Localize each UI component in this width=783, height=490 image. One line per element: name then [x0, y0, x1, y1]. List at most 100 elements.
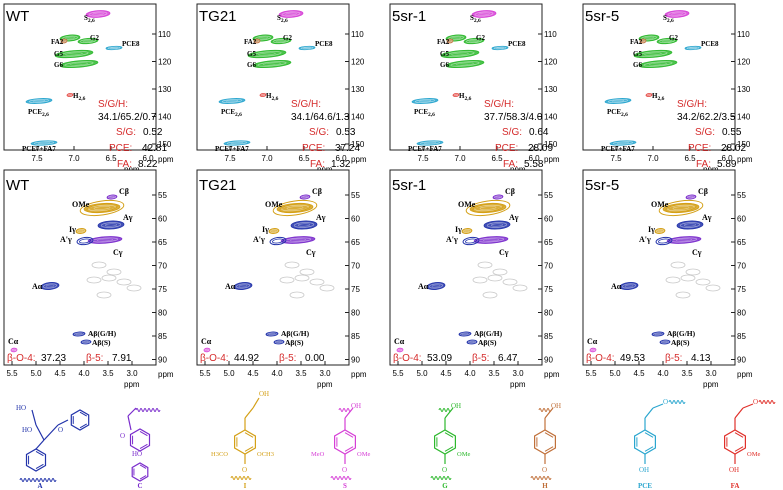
grey-peak	[472, 276, 488, 284]
pce-label: PCE:	[302, 143, 325, 154]
grey-peak	[101, 274, 117, 282]
apg-peak-inner	[272, 238, 284, 244]
grey-peak	[670, 261, 686, 269]
s26-subscript: 2,6	[667, 18, 674, 24]
ca-peak	[203, 347, 211, 353]
y-tick-label: 120	[351, 58, 365, 67]
pce7fa7-peak	[609, 140, 637, 146]
ring-c-top	[129, 428, 151, 452]
g5-peak	[247, 49, 287, 59]
g2-label: G2	[476, 34, 485, 42]
fa2-peak	[253, 38, 261, 44]
h26-peak-contour	[260, 93, 266, 97]
x-tick-label: 6.5	[491, 154, 503, 163]
ome-label: OMe	[72, 200, 90, 209]
sg-label: S/G:	[695, 127, 715, 138]
abs-label: Aβ(S)	[285, 338, 304, 347]
aa-peak-contour-inner	[238, 284, 248, 288]
x-tick-label: 3.5	[488, 369, 500, 378]
pce8-peak-contour	[686, 46, 700, 50]
apg-peak	[655, 236, 673, 246]
g5-peak-contour	[445, 51, 475, 57]
g6-peak	[638, 60, 678, 68]
sgh-value: 34.2/62.2/3.5	[677, 112, 736, 123]
bo4-value: 49.53	[620, 353, 645, 364]
fa2-peak-contour-inner	[255, 40, 259, 42]
ring-double-bond	[444, 432, 454, 438]
g6-peak-contour	[643, 61, 673, 67]
y-tick-label: 75	[737, 285, 746, 294]
apg-peak	[269, 236, 287, 246]
h26-label: H2,6	[459, 92, 472, 102]
ring-double-bond	[544, 446, 554, 452]
structure-caption: FA	[731, 482, 740, 490]
aa-peak-contour	[42, 283, 58, 289]
pce26-peak-contour	[607, 99, 629, 103]
pce7fa7-peak-contour-inner	[230, 142, 244, 144]
panel-title: 5sr-5	[585, 8, 619, 25]
fa-value: 1.32	[331, 159, 351, 170]
h26-peak-contour-inner	[261, 94, 265, 96]
x-tick-label: 5.0	[223, 369, 235, 378]
fa2-label: FA2	[630, 38, 643, 46]
atom-o: O	[120, 432, 125, 440]
structure-caption: PCE	[638, 482, 652, 490]
pce26-peak	[218, 98, 246, 104]
y-axis-unit: ppm	[351, 370, 367, 379]
apg-peak-inner	[658, 238, 670, 244]
abs-peak-contour	[660, 340, 670, 344]
pce-value: 42.81	[142, 143, 167, 154]
structure-FA: O OH OMe FA	[723, 398, 776, 490]
panel-title: TG21	[199, 177, 237, 194]
abgh-peak	[265, 331, 279, 337]
h26-peak-contour-inner	[68, 94, 72, 96]
aa-peak-contour	[428, 283, 444, 289]
cg-peak-fill	[280, 236, 316, 244]
abgh-peak-contour-inner	[76, 333, 82, 335]
grey-peak	[126, 284, 142, 292]
bo4-value: 37.23	[41, 353, 66, 364]
y-tick-label: 80	[351, 309, 360, 318]
grey-peak	[309, 278, 325, 286]
ag-label: Aγ	[509, 213, 519, 222]
g5-peak-contour	[638, 51, 668, 57]
pce26-peak-contour-inner	[611, 99, 625, 103]
ag-peak-contour	[100, 222, 122, 228]
sgh-label: S/G/H:	[677, 99, 707, 110]
h26-label: H2,6	[73, 92, 86, 102]
atom-ho-2: HO	[22, 426, 32, 434]
apg-label: A'γ	[60, 235, 72, 244]
x-tick-label: 7.5	[31, 154, 43, 163]
ca-peak-contour-inner	[205, 349, 209, 351]
g6-label: G6	[440, 61, 449, 69]
bond	[127, 415, 132, 431]
pce26-peak	[604, 98, 632, 104]
abgh-peak-contour-inner	[269, 333, 275, 335]
abgh-label: Aβ(G/H)	[474, 329, 503, 338]
y-tick-label: 55	[158, 191, 167, 200]
abgh-label: Aβ(G/H)	[281, 329, 310, 338]
abgh-peak	[72, 331, 86, 337]
ome-peak-contour	[474, 204, 502, 212]
sgh-value: 37.7/58.3/4.0	[484, 112, 543, 123]
ig-peak-contour-inner	[78, 229, 84, 233]
aa-peak	[426, 281, 446, 291]
pce7fa7-peak	[30, 140, 58, 146]
ring	[533, 429, 557, 455]
cb-peak-contour	[493, 195, 503, 199]
x-tick-label: 5.5	[6, 369, 18, 378]
b5-label: β-5:	[86, 353, 103, 364]
fa-value: 5.58	[524, 159, 544, 170]
ag-peak-contour	[293, 222, 315, 228]
ag-peak-contour-inner	[683, 223, 697, 227]
pce26-subscript: 2,6	[42, 112, 49, 118]
ome-contour-inner	[86, 203, 118, 213]
apg-peak	[76, 236, 94, 246]
abgh-label: Aβ(G/H)	[88, 329, 117, 338]
x-tick-label: 3.5	[295, 369, 307, 378]
ome-peak-contour	[281, 204, 309, 212]
fa2-peak-contour	[254, 39, 260, 43]
ring-double-bond	[444, 446, 454, 452]
ome-contour-outer	[658, 199, 704, 217]
s26-label: S2,6	[84, 14, 95, 24]
